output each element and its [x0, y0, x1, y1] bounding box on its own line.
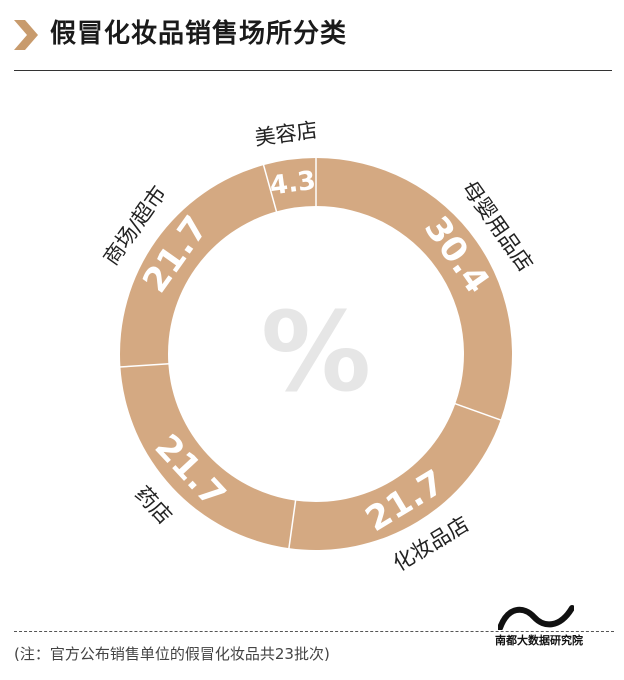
donut-segment-0 [316, 158, 513, 420]
segment-separator [454, 402, 502, 421]
segment-separator [262, 163, 278, 213]
brand-logo-icon [498, 605, 574, 630]
title-divider [14, 70, 612, 71]
segment-separator [288, 499, 297, 550]
segment-category-label: 美容店 [253, 118, 319, 150]
donut-segment-1 [288, 403, 501, 550]
chart-title: 假冒化妆品销售场所分类 [50, 19, 348, 49]
segment-value-label: 4.3 [268, 166, 318, 202]
donut-segment-4 [263, 158, 316, 212]
donut-segment-3 [120, 165, 277, 367]
brand-block: 南都大数据研究院 [484, 604, 614, 648]
footnote: (注：官方公布销售单位的假冒化妆品共23批次) [14, 645, 330, 663]
footer-divider [14, 631, 614, 632]
brand-name: 南都大数据研究院 [495, 634, 583, 647]
segment-category-label: 药店 [130, 482, 176, 529]
center-percent-symbol: % [261, 288, 371, 416]
title-bar: 假冒化妆品销售场所分类 [0, 0, 624, 72]
segment-separator [119, 362, 170, 368]
donut-segment-2 [120, 363, 296, 549]
chevron-marker-icon [14, 20, 38, 50]
